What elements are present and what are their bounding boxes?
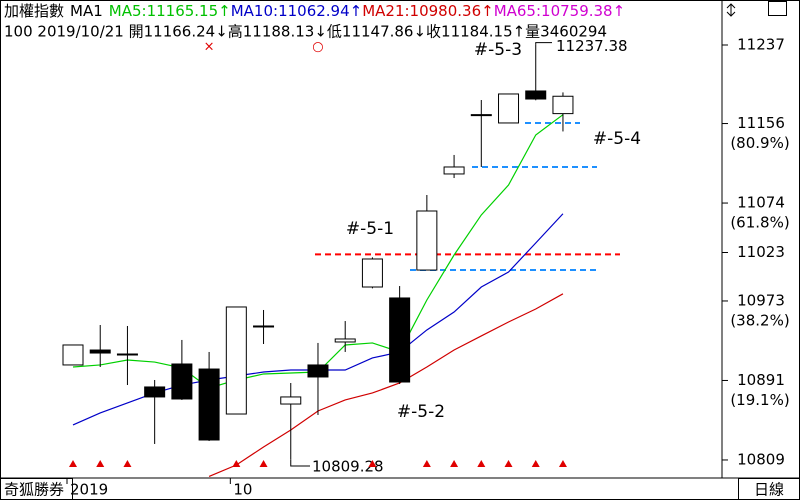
- low-label: 10809.28: [312, 458, 384, 476]
- candle-body: [89, 349, 111, 354]
- header-item: 加權指數: [4, 2, 64, 20]
- buy-signal: [504, 460, 513, 467]
- leader-line: [535, 42, 552, 45]
- header-line2: 100 2019/10/21 開11166.24↓高11188.13↓低1114…: [4, 23, 607, 41]
- x-tick-label: 10: [233, 481, 252, 499]
- candle-body: [144, 386, 166, 398]
- annotation: #-5-1: [346, 219, 394, 239]
- footer-right: 日線: [754, 481, 784, 499]
- y-tick-note: (80.9%): [730, 134, 789, 152]
- header-item: MA65:10759.38↑: [494, 2, 625, 20]
- candle-body: [525, 90, 547, 100]
- header-item: MA21:10980.36↑: [362, 2, 493, 20]
- header-item: MA1: [70, 2, 103, 20]
- candle-body: [552, 95, 574, 115]
- candle-body: [389, 297, 411, 383]
- candle-body: [253, 325, 275, 328]
- y-tick-label: 10973: [737, 291, 785, 309]
- buy-signal: [368, 460, 377, 467]
- buy-signal: [477, 460, 486, 467]
- candle-body: [62, 344, 84, 366]
- buy-signal: [123, 460, 132, 467]
- y-tick-label: 10809: [737, 450, 785, 468]
- header-item: MA10:11062.94↑: [231, 2, 362, 20]
- buy-signal: [259, 460, 268, 467]
- candle-body: [225, 306, 247, 415]
- y-tick-label: 11156: [737, 114, 785, 132]
- header-item: MA5:11165.15↑: [109, 2, 231, 20]
- buy-signal: [69, 460, 77, 467]
- y-tick-note: (19.1%): [730, 391, 789, 409]
- buy-signal: [450, 460, 459, 467]
- annotation: #-5-2: [397, 402, 445, 422]
- header-line1: 加權指數 MA1 MA5:11165.15↑MA10:11062.94↑MA21:1…: [4, 2, 625, 20]
- candle-body: [307, 364, 329, 378]
- buy-signal: [531, 460, 540, 467]
- y-tick-note: (61.8%): [730, 214, 789, 232]
- ma-line: [208, 293, 564, 478]
- candle-body: [416, 210, 438, 271]
- annotation: #-5-3: [474, 40, 522, 60]
- buy-signal: [558, 460, 567, 467]
- candle-body: [171, 363, 193, 400]
- high-label: 11237.38: [556, 37, 628, 55]
- candle-body: [443, 166, 465, 175]
- candle-body: [361, 258, 383, 288]
- y-tick-label: 11023: [737, 243, 785, 261]
- candle-body: [198, 368, 220, 441]
- leader-line: [290, 459, 310, 467]
- y-tick-label: 10891: [737, 371, 785, 389]
- y-tick-note: (38.2%): [730, 311, 789, 329]
- buy-signal: [422, 460, 431, 467]
- candle-body: [470, 114, 492, 117]
- buy-signal: [96, 460, 105, 467]
- candle-body: [116, 353, 138, 356]
- window-button[interactable]: [768, 1, 787, 16]
- y-tick-label: 11237: [737, 36, 785, 54]
- annotation: #-5-4: [593, 129, 641, 149]
- x-tick-label: 2019: [70, 481, 108, 499]
- scroll-icon[interactable]: [726, 3, 736, 17]
- top-signal: ○: [312, 40, 323, 55]
- buy-signal: [232, 460, 241, 467]
- candle-body: [280, 396, 302, 405]
- footer-left: 奇狐勝券: [4, 481, 64, 499]
- candle-body: [334, 338, 356, 343]
- y-tick-label: 11074: [737, 194, 785, 212]
- candle-body: [498, 93, 520, 124]
- top-signal: ×: [204, 40, 215, 55]
